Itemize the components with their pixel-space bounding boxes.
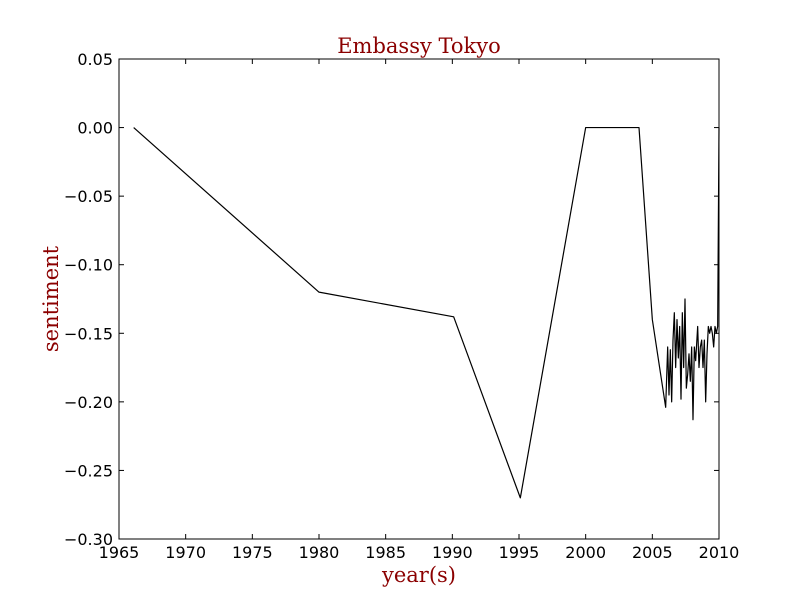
x-axis-ticks: 1965 1970 1975 1980 1985 1990 1995 2000 2005 2010 bbox=[99, 59, 740, 562]
axes-frame bbox=[118, 58, 720, 540]
x-tick-label: 1980 bbox=[299, 543, 340, 562]
y-tick-label: −0.05 bbox=[64, 187, 113, 206]
y-tick-label: 0.05 bbox=[77, 50, 113, 69]
x-axis-label: year(s) bbox=[381, 563, 456, 587]
chart-title: Embassy Tokyo bbox=[337, 34, 501, 58]
y-tick-label: −0.25 bbox=[64, 461, 113, 480]
y-tick-label: −0.15 bbox=[64, 324, 113, 343]
series-line bbox=[133, 126, 720, 499]
y-tick-label: 0.00 bbox=[77, 119, 113, 138]
series-layer bbox=[133, 126, 720, 499]
x-tick-label: 2010 bbox=[699, 543, 740, 562]
y-tick-label: −0.20 bbox=[64, 393, 113, 412]
x-tick-label: 1990 bbox=[432, 543, 473, 562]
x-tick-label: 1995 bbox=[499, 543, 540, 562]
x-tick-label: 1970 bbox=[165, 543, 206, 562]
x-tick-label: 1985 bbox=[365, 543, 406, 562]
y-axis-ticks: 0.05 0.00 −0.05 −0.10 −0.15 −0.20 −0.25 −0.30 bbox=[64, 50, 719, 549]
y-axis-label: sentiment bbox=[39, 245, 63, 352]
y-tick-label: −0.10 bbox=[64, 256, 113, 275]
x-tick-label: 2000 bbox=[565, 543, 606, 562]
x-tick-label: 1965 bbox=[99, 543, 140, 562]
x-tick-label: 2005 bbox=[632, 543, 673, 562]
y-tick-label: −0.30 bbox=[64, 530, 113, 549]
x-tick-label: 1975 bbox=[232, 543, 273, 562]
